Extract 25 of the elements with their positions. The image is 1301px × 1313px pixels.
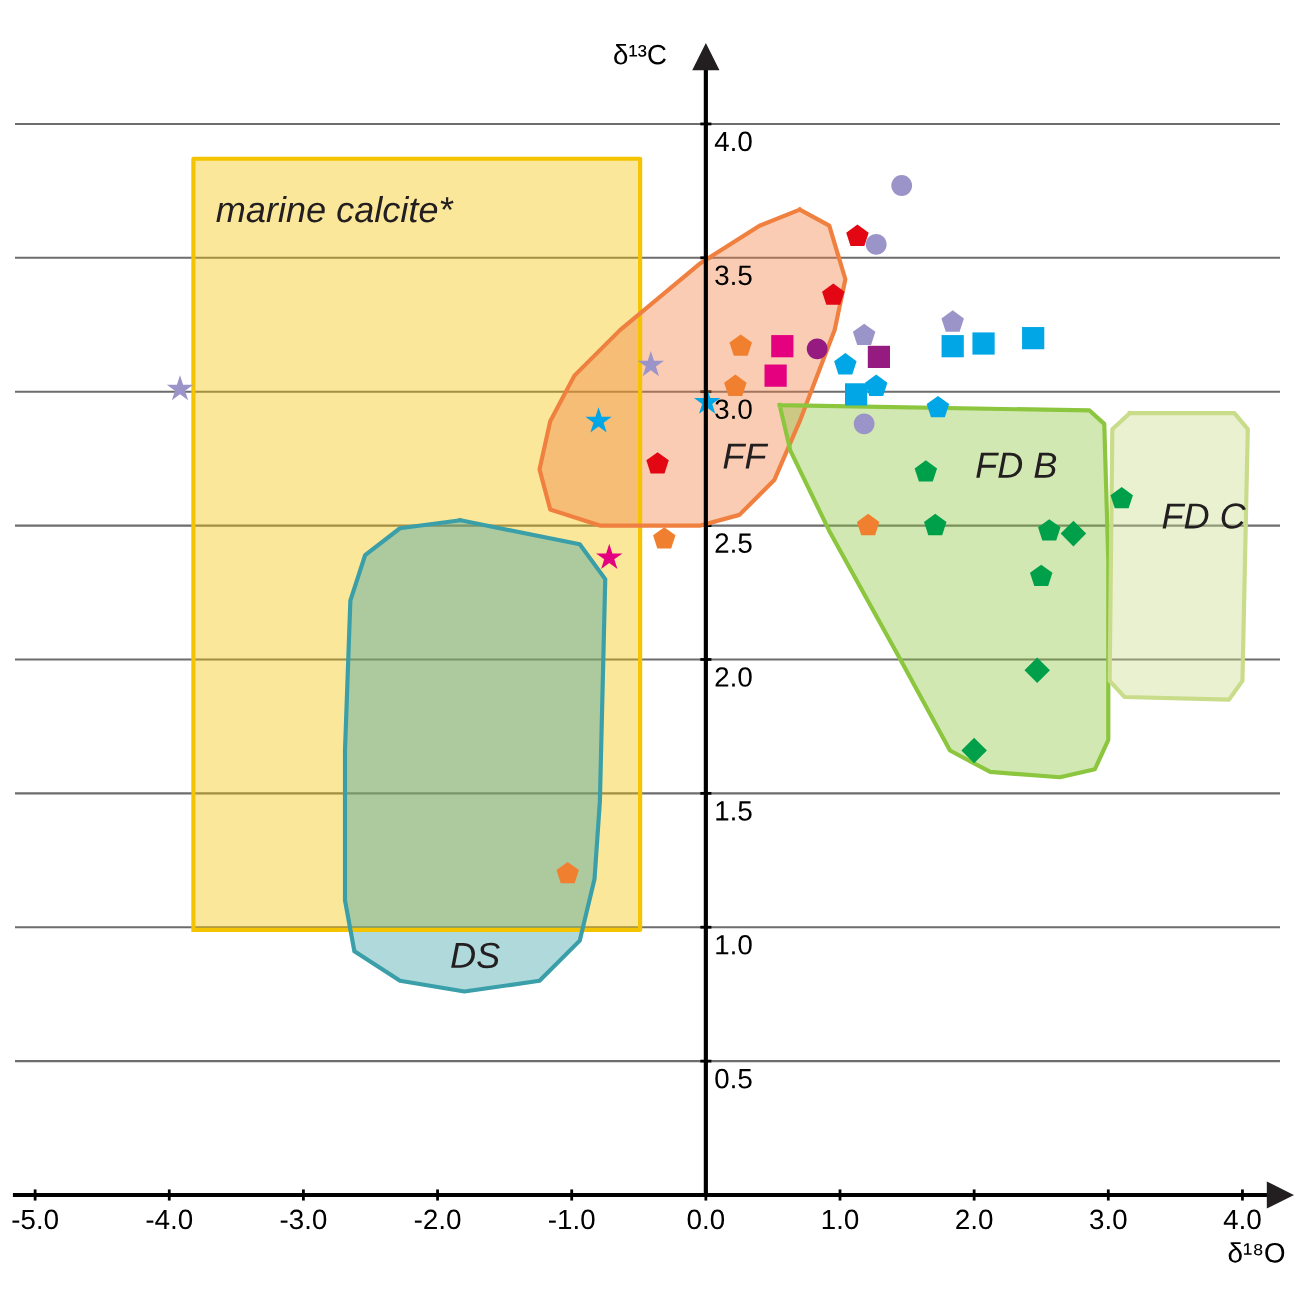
annotation: FF [723, 443, 769, 469]
x-tick-label: -2.0 [414, 1209, 461, 1230]
annotation: DS [451, 942, 500, 969]
x-tick-label: -3.0 [280, 1209, 327, 1230]
x-axis-title: δ¹⁸O [1228, 1242, 1285, 1263]
y-axis-title: δ¹³C [614, 44, 666, 65]
y-tick-label: 3.0 [715, 399, 752, 420]
x-tick-label: 0.0 [687, 1209, 725, 1230]
y-tick-label: 1.0 [716, 934, 752, 955]
x-tick-label: 3.0 [1090, 1209, 1127, 1230]
y-tick-label: 3.5 [715, 265, 752, 286]
y-tick-label: 2.0 [715, 667, 752, 687]
x-tick-label: 1.0 [822, 1209, 859, 1230]
x-tick-label: -5.0 [12, 1209, 58, 1230]
y-tick-label: 4.0 [714, 131, 752, 152]
y-tick-label: 0.5 [715, 1068, 752, 1089]
y-tick-label: 2.5 [715, 533, 752, 553]
x-tick-label: -4.0 [146, 1209, 193, 1230]
annotation: FD B [976, 452, 1057, 478]
y-tick-label: 1.5 [716, 801, 752, 821]
x-tick-label: 2.0 [956, 1209, 993, 1230]
annotation: marine calcite* [216, 195, 454, 223]
annotation: FD C [1162, 503, 1246, 529]
x-tick-label: 4.0 [1223, 1209, 1261, 1230]
x-tick-label: -1.0 [549, 1209, 595, 1230]
